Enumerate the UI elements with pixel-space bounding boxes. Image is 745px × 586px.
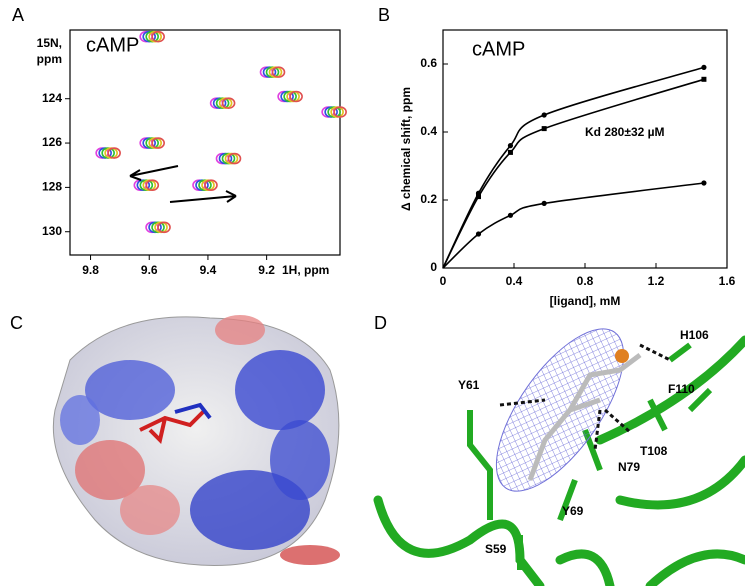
panel-label: B bbox=[378, 5, 390, 25]
peak bbox=[139, 137, 165, 149]
x-axis-label: 1H, ppm bbox=[282, 263, 329, 277]
data-point bbox=[701, 180, 707, 186]
annotation: cAMP bbox=[472, 38, 525, 60]
peak-contour bbox=[145, 179, 160, 191]
y-axis-label: 15N, bbox=[37, 36, 62, 50]
ligand-stick bbox=[139, 408, 207, 444]
fit-curve bbox=[442, 182, 705, 269]
peak bbox=[192, 179, 218, 191]
phosphate bbox=[615, 349, 629, 363]
x-tick-label: 0.8 bbox=[577, 274, 594, 288]
panel-label: C bbox=[10, 313, 23, 333]
residue-label: H106 bbox=[680, 328, 709, 342]
peak bbox=[215, 152, 242, 165]
peak bbox=[133, 179, 160, 191]
surface-patch bbox=[270, 420, 330, 500]
data-point bbox=[475, 231, 482, 237]
ribbon bbox=[373, 335, 745, 586]
arrow bbox=[169, 190, 237, 203]
peak-contour bbox=[151, 30, 165, 43]
y-tick-label: 128 bbox=[42, 180, 62, 194]
peak-contour bbox=[221, 97, 236, 109]
y-tick-label: 124 bbox=[42, 91, 62, 105]
panel-label: A bbox=[12, 5, 24, 25]
annotation: cAMP bbox=[86, 34, 139, 56]
data-point bbox=[507, 143, 514, 149]
fit-curve bbox=[442, 78, 705, 269]
data-point bbox=[701, 64, 707, 70]
x-tick-label: 0 bbox=[440, 274, 447, 288]
y-tick-label: 0.4 bbox=[420, 124, 437, 138]
peak bbox=[209, 97, 236, 109]
peak bbox=[145, 221, 171, 234]
residue-label: N79 bbox=[618, 460, 640, 474]
peak-contour bbox=[204, 179, 218, 191]
residue-label: F110 bbox=[668, 382, 695, 396]
arrow bbox=[129, 165, 179, 181]
peak-contour bbox=[289, 90, 303, 103]
peak-contour bbox=[271, 66, 286, 78]
peak-contour bbox=[227, 152, 242, 165]
peak bbox=[259, 66, 286, 78]
y-axis-label: ppm bbox=[37, 52, 62, 66]
peak-contour bbox=[333, 106, 347, 118]
x-tick-label: 9.6 bbox=[141, 263, 158, 277]
kd-label: Kd 280±32 µM bbox=[585, 125, 665, 139]
data-point bbox=[541, 200, 547, 206]
data-point bbox=[541, 126, 547, 132]
peak-contour bbox=[157, 221, 171, 234]
surface-patch bbox=[190, 470, 310, 550]
residue-label: Y69 bbox=[562, 504, 584, 518]
data-point bbox=[541, 112, 547, 118]
sidechain bbox=[467, 342, 713, 570]
residue-label: T108 bbox=[640, 444, 668, 458]
x-tick-label: 1.6 bbox=[719, 274, 736, 288]
y-tick-label: 0.6 bbox=[420, 56, 437, 70]
x-tick-label: 9.2 bbox=[258, 263, 275, 277]
y-tick-label: 0 bbox=[430, 260, 437, 274]
y-axis-label: Δ chemical shift, ppm bbox=[399, 87, 413, 211]
surface-patch bbox=[85, 360, 175, 420]
data-point bbox=[476, 194, 481, 200]
hbond bbox=[499, 343, 671, 451]
plot-frame bbox=[69, 29, 341, 256]
peak bbox=[139, 30, 165, 43]
panel-label: D bbox=[374, 313, 387, 333]
density-mesh bbox=[495, 328, 625, 492]
residue-label: S59 bbox=[485, 542, 507, 556]
ligand-stick bbox=[174, 402, 212, 420]
y-tick-label: 0.2 bbox=[420, 192, 437, 206]
x-tick-label: 9.4 bbox=[200, 263, 217, 277]
data-point bbox=[701, 76, 707, 82]
fit-curve bbox=[442, 66, 705, 269]
y-tick-label: 130 bbox=[42, 224, 62, 238]
peak-contour bbox=[151, 137, 165, 149]
residue-label: Y61 bbox=[458, 378, 480, 392]
surface-patch bbox=[75, 440, 145, 500]
data-point bbox=[507, 149, 513, 155]
surface-patch bbox=[280, 545, 340, 565]
peak bbox=[95, 147, 121, 159]
surface-patch bbox=[215, 315, 265, 345]
plot-frame bbox=[442, 29, 728, 269]
ligand-stick bbox=[527, 353, 642, 481]
peak-contour bbox=[107, 147, 121, 159]
x-tick-label: 9.8 bbox=[82, 263, 99, 277]
x-tick-label: 1.2 bbox=[648, 274, 665, 288]
peak bbox=[277, 90, 303, 103]
y-tick-label: 126 bbox=[42, 135, 62, 149]
surface-patch bbox=[120, 485, 180, 535]
x-tick-label: 0.4 bbox=[506, 274, 523, 288]
surface-patch bbox=[60, 395, 100, 445]
data-point bbox=[507, 212, 514, 218]
peak bbox=[321, 106, 347, 118]
x-axis-label: [ligand], mM bbox=[550, 294, 621, 308]
surface-patch bbox=[235, 350, 325, 430]
